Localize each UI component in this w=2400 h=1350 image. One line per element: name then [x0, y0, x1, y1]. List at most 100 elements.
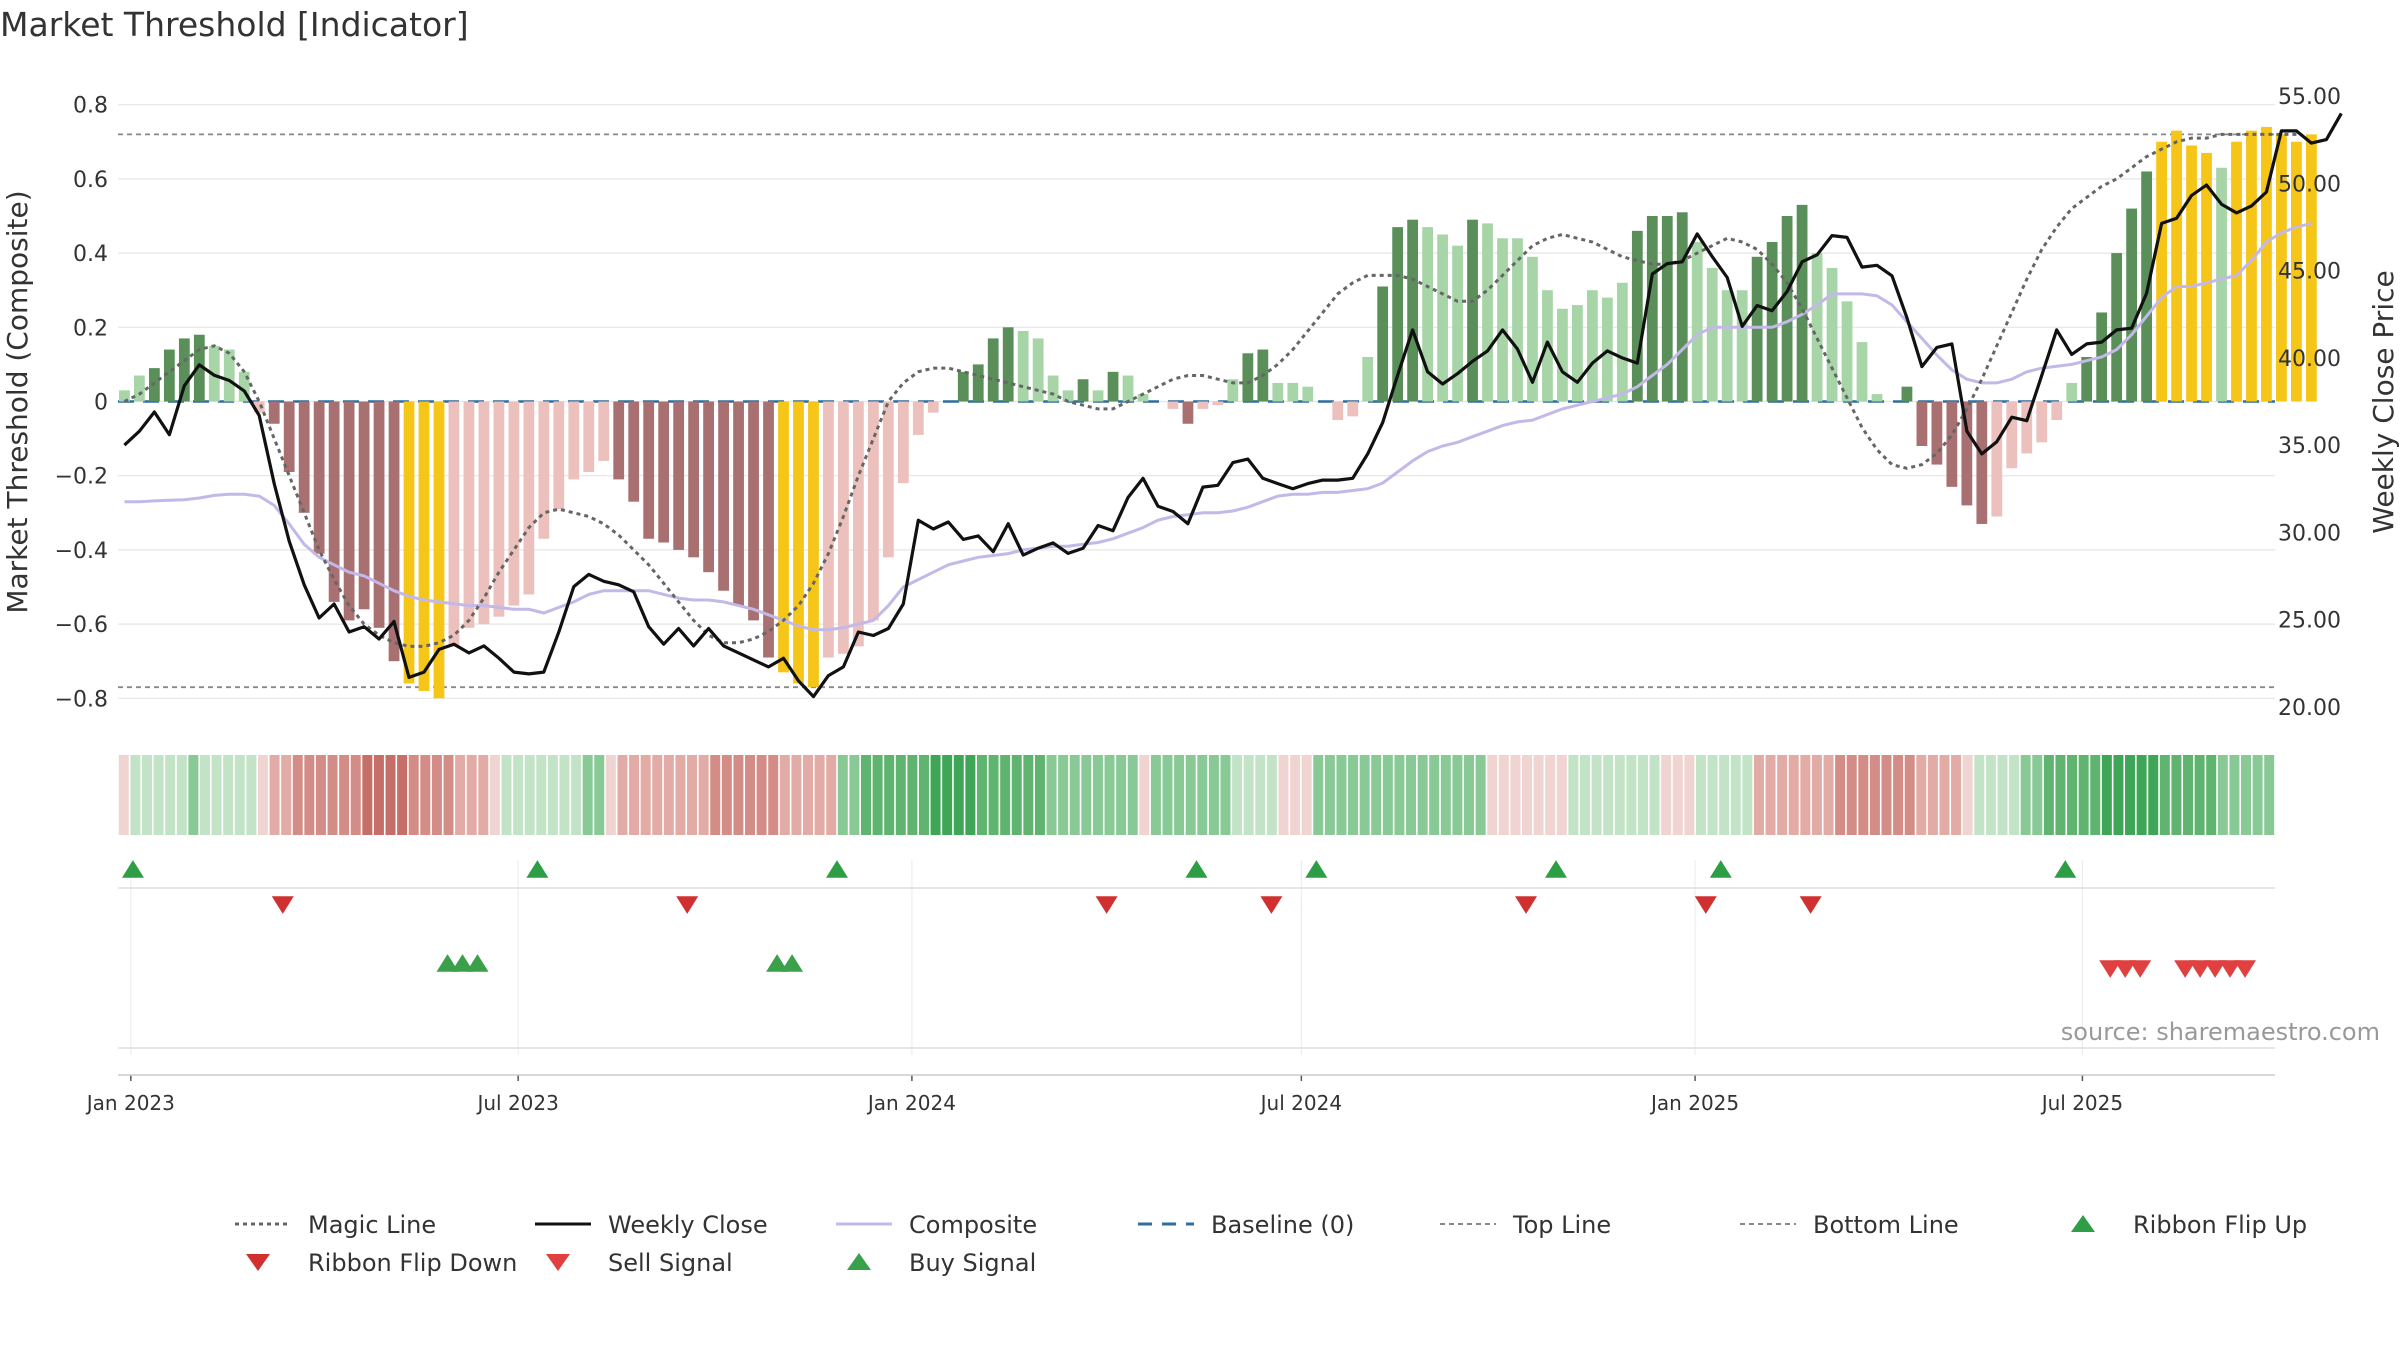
ribbon-cell [849, 755, 860, 835]
composite-bar [1227, 379, 1239, 402]
ribbon-cell [1579, 755, 1590, 835]
composite-bar [1497, 238, 1508, 402]
ribbon-flip-up-marker [2054, 860, 2077, 878]
ribbon-cell [2125, 755, 2136, 835]
composite-bar [1512, 238, 1523, 402]
composite-bar [763, 401, 774, 658]
ribbon-cell [1324, 755, 1335, 835]
ribbon-cell [1869, 755, 1880, 835]
magic-line [123, 132, 2297, 648]
ribbon-cell [1487, 755, 1498, 835]
ribbon-cell [1243, 755, 1254, 835]
ribbon-cell [2159, 755, 2170, 835]
legend-label: Bottom Line [1813, 1211, 1959, 1239]
ribbon-cell [791, 755, 802, 835]
composite-bar [2021, 401, 2033, 454]
ribbon-cell [1730, 755, 1741, 835]
ribbon-cell [2194, 755, 2205, 835]
y-tick-label: −0.8 [55, 687, 108, 712]
ribbon-cell [547, 755, 558, 835]
ribbon-cell [710, 755, 721, 835]
composite-bar [972, 364, 984, 402]
ribbon-cell [1916, 755, 1927, 835]
ribbon-cell [1626, 755, 1637, 835]
ribbon-cell [1904, 755, 1915, 835]
composite-bar [1527, 256, 1538, 402]
y2-tick-label: 30.00 [2278, 521, 2341, 546]
ribbon-cell [1382, 755, 1393, 835]
legend-label: Buy Signal [909, 1249, 1036, 1277]
composite-bars [119, 126, 2317, 699]
composite-bar [598, 401, 610, 461]
legend-marker [546, 1254, 570, 1271]
ribbon-cell [745, 755, 756, 835]
ribbon-cell [895, 755, 906, 835]
composite-bar [957, 371, 969, 402]
composite-bar [2276, 134, 2287, 402]
ribbon-cell [2043, 755, 2054, 835]
ribbon-cell [1522, 755, 1533, 835]
composite-bar [283, 401, 295, 472]
composite-bar [1362, 356, 1374, 402]
sell-signal-marker [2204, 960, 2227, 978]
y-tick-label: 0 [94, 391, 108, 416]
composite-bar [882, 401, 894, 558]
ribbon-cell [292, 755, 303, 835]
ribbon-cell [1672, 755, 1683, 835]
sell-signal-marker [2189, 960, 2212, 978]
ribbon-cell [536, 755, 547, 835]
ribbon-cell [1406, 755, 1417, 835]
composite-bar [568, 401, 580, 480]
ribbon-cell [2183, 755, 2194, 835]
composite-bar [1377, 286, 1389, 402]
ribbon-cell [2067, 755, 2078, 835]
ribbon-cell [188, 755, 199, 835]
composite-bar [1676, 212, 1688, 402]
ribbon-cell [1475, 755, 1486, 835]
composite-bar [1572, 305, 1583, 402]
ribbon-cell [2206, 755, 2217, 835]
composite-bar [119, 390, 130, 402]
ribbon-cell [489, 755, 500, 835]
legend-marker [2071, 1215, 2095, 1232]
y-tick-label: 0.8 [73, 94, 108, 119]
composite-bar [2156, 141, 2167, 402]
composite-bar [1197, 401, 1209, 409]
composite-bar [1841, 301, 1853, 402]
ribbon-cell [2136, 755, 2147, 835]
composite-bar [148, 368, 160, 402]
ribbon-cell [2252, 755, 2263, 835]
ribbon-cell [1278, 755, 1289, 835]
ribbon-cell [2217, 755, 2228, 835]
y2-tick-label: 50.00 [2278, 172, 2341, 197]
composite-bar [1182, 401, 1194, 424]
composite-bar [2216, 167, 2227, 402]
composite-bar [1032, 338, 1044, 402]
ribbon-flip-down-marker [1515, 896, 1538, 914]
x-tick-label: Jan 2024 [866, 1091, 956, 1115]
composite-bar [1272, 382, 1284, 402]
composite-bar [1422, 227, 1433, 402]
ribbon-cell [211, 755, 222, 835]
ribbon-cell [2055, 755, 2066, 835]
buy-signal-marker [451, 954, 474, 972]
composite-bar [2261, 126, 2272, 402]
ribbon-cell [698, 755, 709, 835]
ribbon-cell [257, 755, 268, 835]
legend-label: Ribbon Flip Down [308, 1249, 517, 1277]
ribbon-cell [1464, 755, 1475, 835]
legend-marker [246, 1254, 270, 1271]
ribbon-cell [1127, 755, 1138, 835]
composite-bar [748, 401, 759, 621]
ribbon-cell [2032, 755, 2043, 835]
composite-bar [897, 401, 909, 484]
buy-signal-marker [466, 954, 489, 972]
sell-signal-marker [2114, 960, 2137, 978]
composite-bar [1781, 215, 1793, 402]
ribbon-cell [1765, 755, 1776, 835]
composite-bar [178, 338, 190, 402]
ribbon-cell [1742, 755, 1753, 835]
x-tick-label: Jul 2024 [1259, 1091, 1342, 1115]
ribbon-cell [629, 755, 640, 835]
ribbon-cell [571, 755, 582, 835]
